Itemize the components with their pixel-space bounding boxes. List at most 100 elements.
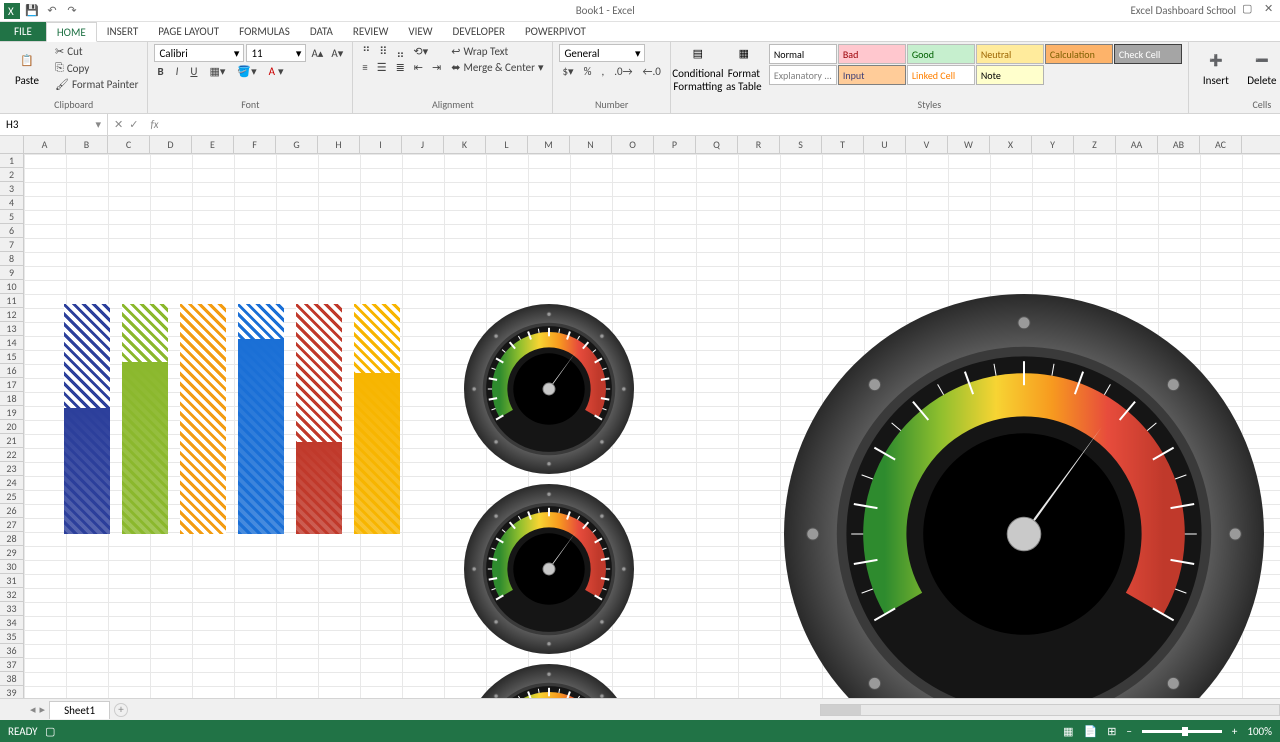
border-button[interactable]: ▦▾ <box>206 64 228 79</box>
conditional-formatting-button[interactable]: ▤Conditional Formatting <box>677 44 719 96</box>
close-icon[interactable]: ✕ <box>1264 2 1278 16</box>
row-header[interactable]: 19 <box>0 406 24 420</box>
delete-cells-button[interactable]: ➖Delete <box>1241 44 1280 96</box>
row-header[interactable]: 31 <box>0 574 24 588</box>
row-header[interactable]: 24 <box>0 476 24 490</box>
row-header[interactable]: 27 <box>0 518 24 532</box>
column-header[interactable]: H <box>318 136 360 153</box>
row-header[interactable]: 29 <box>0 546 24 560</box>
horizontal-scrollbar[interactable] <box>820 704 1280 716</box>
column-header[interactable]: A <box>24 136 66 153</box>
cell-style[interactable]: Bad <box>838 44 906 64</box>
row-header[interactable]: 26 <box>0 504 24 518</box>
row-header[interactable]: 18 <box>0 392 24 406</box>
column-header[interactable]: G <box>276 136 318 153</box>
name-box[interactable]: H3▾ <box>0 114 108 135</box>
column-header[interactable]: O <box>612 136 654 153</box>
macro-record-icon[interactable]: ▢ <box>45 725 55 738</box>
column-header[interactable]: M <box>528 136 570 153</box>
column-header[interactable]: Y <box>1032 136 1074 153</box>
cell-style[interactable]: Good <box>907 44 975 64</box>
view-normal-icon[interactable]: ▦ <box>1063 725 1073 738</box>
column-header[interactable]: T <box>822 136 864 153</box>
number-format-select[interactable]: General▾ <box>559 44 645 62</box>
zoom-slider[interactable] <box>1142 730 1222 733</box>
merge-center-button[interactable]: ⬌ Merge & Center ▾ <box>448 60 546 75</box>
column-header[interactable]: C <box>108 136 150 153</box>
column-header[interactable]: X <box>990 136 1032 153</box>
format-as-table-button[interactable]: ▦Format as Table <box>723 44 765 96</box>
cancel-formula-icon[interactable]: ✕ <box>114 118 123 131</box>
align-left-icon[interactable]: ≡ <box>359 60 370 75</box>
row-header[interactable]: 6 <box>0 224 24 238</box>
cut-button[interactable]: ✂ Cut <box>52 44 141 59</box>
row-header[interactable]: 34 <box>0 616 24 630</box>
bold-button[interactable]: B <box>154 64 166 79</box>
cell-style[interactable]: Calculation <box>1045 44 1113 64</box>
font-size-select[interactable]: 11▾ <box>246 44 306 62</box>
view-break-icon[interactable]: ⊞ <box>1107 725 1116 738</box>
column-header[interactable]: D <box>150 136 192 153</box>
cell-style[interactable]: Normal <box>769 44 837 64</box>
column-header[interactable]: Z <box>1074 136 1116 153</box>
column-header[interactable]: E <box>192 136 234 153</box>
gauge-small[interactable] <box>464 484 634 654</box>
dec-decimal-icon[interactable]: ←.0 <box>640 64 664 79</box>
row-header[interactable]: 30 <box>0 560 24 574</box>
column-header[interactable]: AC <box>1200 136 1242 153</box>
row-header[interactable]: 20 <box>0 420 24 434</box>
insert-cells-button[interactable]: ➕Insert <box>1195 44 1237 96</box>
select-all-corner[interactable] <box>0 136 24 153</box>
comma-icon[interactable]: , <box>598 64 607 79</box>
row-header[interactable]: 5 <box>0 210 24 224</box>
sheet-nav-next-icon[interactable]: ▸ <box>40 703 46 716</box>
shrink-font-icon[interactable]: A▾ <box>328 44 346 62</box>
format-painter-button[interactable]: 🖌 Format Painter <box>52 77 141 92</box>
indent-inc-icon[interactable]: ⇥ <box>429 60 444 75</box>
sheet-nav-prev-icon[interactable]: ◂ <box>30 703 36 716</box>
wrap-text-button[interactable]: ↩ Wrap Text <box>448 44 546 59</box>
row-header[interactable]: 13 <box>0 322 24 336</box>
row-header[interactable]: 10 <box>0 280 24 294</box>
tab-view[interactable]: VIEW <box>398 22 442 41</box>
sheet-tab[interactable]: Sheet1 <box>49 701 110 719</box>
row-header[interactable]: 21 <box>0 434 24 448</box>
save-icon[interactable]: 💾 <box>24 3 40 19</box>
row-header[interactable]: 11 <box>0 294 24 308</box>
fx-icon[interactable]: fx <box>144 118 164 131</box>
paste-button[interactable]: 📋Paste <box>6 44 48 96</box>
tab-page-layout[interactable]: PAGE LAYOUT <box>148 22 229 41</box>
zoom-in-icon[interactable]: + <box>1232 725 1237 738</box>
column-header[interactable]: F <box>234 136 276 153</box>
underline-button[interactable]: U <box>187 64 200 79</box>
column-header[interactable]: J <box>402 136 444 153</box>
enter-formula-icon[interactable]: ✓ <box>129 118 138 131</box>
view-layout-icon[interactable]: 📄 <box>1084 725 1098 738</box>
align-top-icon[interactable]: ⠛ <box>359 44 373 59</box>
column-header[interactable]: S <box>780 136 822 153</box>
font-name-select[interactable]: Calibri▾ <box>154 44 244 62</box>
gauge-small[interactable] <box>464 304 634 474</box>
tab-powerpivot[interactable]: POWERPIVOT <box>515 22 596 41</box>
row-header[interactable]: 17 <box>0 378 24 392</box>
copy-button[interactable]: ⎘ Copy <box>52 60 141 76</box>
add-sheet-icon[interactable]: + <box>114 703 128 717</box>
bar-chart[interactable]: 55%75%0%85%40%70% <box>64 254 424 534</box>
italic-button[interactable]: I <box>173 64 182 79</box>
row-header[interactable]: 14 <box>0 336 24 350</box>
indent-dec-icon[interactable]: ⇤ <box>411 60 426 75</box>
row-header[interactable]: 2 <box>0 168 24 182</box>
tab-home[interactable]: HOME <box>46 22 97 42</box>
row-header[interactable]: 9 <box>0 266 24 280</box>
row-header[interactable]: 38 <box>0 672 24 686</box>
cell-style[interactable]: Check Cell <box>1114 44 1182 64</box>
fill-color-button[interactable]: 🪣▾ <box>234 64 259 79</box>
tab-data[interactable]: DATA <box>300 22 343 41</box>
row-header[interactable]: 23 <box>0 462 24 476</box>
row-header[interactable]: 33 <box>0 602 24 616</box>
column-header[interactable]: N <box>570 136 612 153</box>
column-header[interactable]: V <box>906 136 948 153</box>
row-header[interactable]: 12 <box>0 308 24 322</box>
column-header[interactable]: AA <box>1116 136 1158 153</box>
row-header[interactable]: 4 <box>0 196 24 210</box>
